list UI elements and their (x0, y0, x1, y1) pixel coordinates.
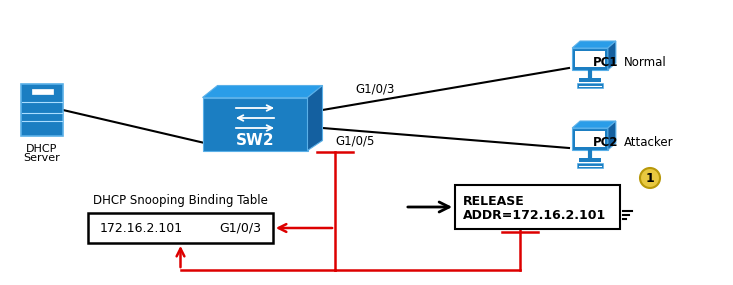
Text: Attacker: Attacker (624, 137, 674, 150)
Text: SW2: SW2 (236, 133, 274, 148)
Text: 172.16.2.101: 172.16.2.101 (100, 221, 183, 235)
Text: G1/0/3: G1/0/3 (355, 82, 394, 95)
Polygon shape (202, 97, 308, 150)
Text: G1/0/5: G1/0/5 (335, 135, 375, 148)
Text: 1: 1 (646, 172, 655, 184)
FancyBboxPatch shape (21, 84, 63, 136)
FancyBboxPatch shape (577, 163, 603, 168)
FancyBboxPatch shape (579, 78, 601, 82)
FancyBboxPatch shape (32, 89, 53, 94)
Text: PC1: PC1 (593, 56, 619, 70)
Text: RELEASE: RELEASE (463, 195, 525, 208)
FancyBboxPatch shape (575, 131, 605, 147)
Text: Normal: Normal (624, 56, 667, 70)
Text: DHCP: DHCP (26, 144, 58, 154)
Polygon shape (608, 121, 616, 150)
FancyBboxPatch shape (575, 51, 605, 67)
Text: DHCP Snooping Binding Table: DHCP Snooping Binding Table (93, 194, 268, 207)
Polygon shape (202, 86, 323, 97)
Polygon shape (572, 41, 616, 48)
Polygon shape (572, 121, 616, 128)
Text: ADDR=172.16.2.101: ADDR=172.16.2.101 (463, 209, 606, 222)
FancyBboxPatch shape (579, 158, 601, 162)
FancyBboxPatch shape (572, 48, 608, 70)
Text: PC2: PC2 (593, 137, 619, 150)
FancyBboxPatch shape (572, 128, 608, 150)
FancyBboxPatch shape (577, 83, 603, 88)
FancyBboxPatch shape (88, 213, 273, 243)
Circle shape (640, 168, 660, 188)
Text: G1/0/3: G1/0/3 (219, 221, 261, 235)
FancyBboxPatch shape (455, 185, 620, 229)
Polygon shape (608, 41, 616, 70)
Text: Server: Server (23, 153, 60, 163)
Polygon shape (308, 86, 323, 150)
